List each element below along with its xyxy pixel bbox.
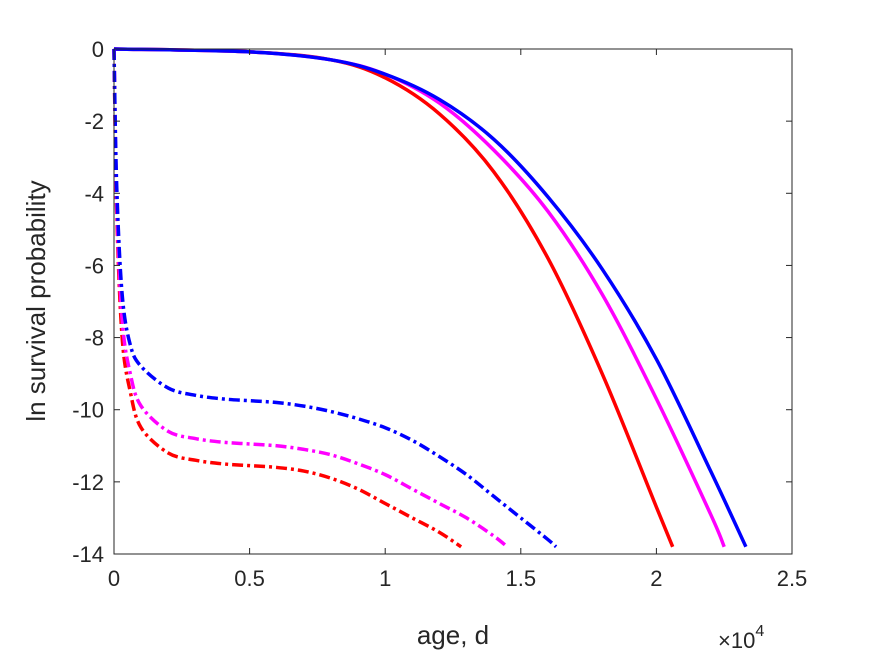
x-tick-label: 0.5 — [234, 566, 265, 591]
y-tick-label: -2 — [84, 109, 104, 134]
y-axis-title: ln survival probability — [21, 180, 51, 421]
x-axis-multiplier-base: ×10 — [718, 628, 755, 653]
data-series-group — [112, 47, 748, 549]
plot-area — [114, 49, 792, 554]
blue-dashdot-curve — [112, 48, 558, 549]
x-axis-multiplier: ×104 — [718, 623, 764, 653]
x-axis-multiplier-exponent: 4 — [755, 623, 764, 640]
y-tick-label: -10 — [72, 398, 104, 423]
blue-solid-curve — [113, 47, 748, 548]
y-tick-label: -14 — [72, 542, 104, 567]
x-tick-label: 2 — [650, 566, 662, 591]
x-axis-title: age, d — [417, 620, 489, 650]
x-tick-label: 1 — [379, 566, 391, 591]
x-tick-label: 2.5 — [777, 566, 808, 591]
y-tick-label: -6 — [84, 253, 104, 278]
plot-frame — [113, 48, 793, 555]
y-tick-label: -4 — [84, 181, 104, 206]
axis-ticks-group: 0 0.5 1 1.5 2 2.5 0 -2 -4 -6 -8 -10 -12 -14 — [72, 37, 807, 591]
y-tick-label: -8 — [84, 326, 104, 351]
x-tick-label: 1.5 — [506, 566, 537, 591]
x-tick-label: 0 — [108, 566, 120, 591]
magenta-dashdot-curve — [112, 48, 509, 549]
y-tick-label: -12 — [72, 470, 104, 495]
y-tick-label: 0 — [92, 37, 104, 62]
